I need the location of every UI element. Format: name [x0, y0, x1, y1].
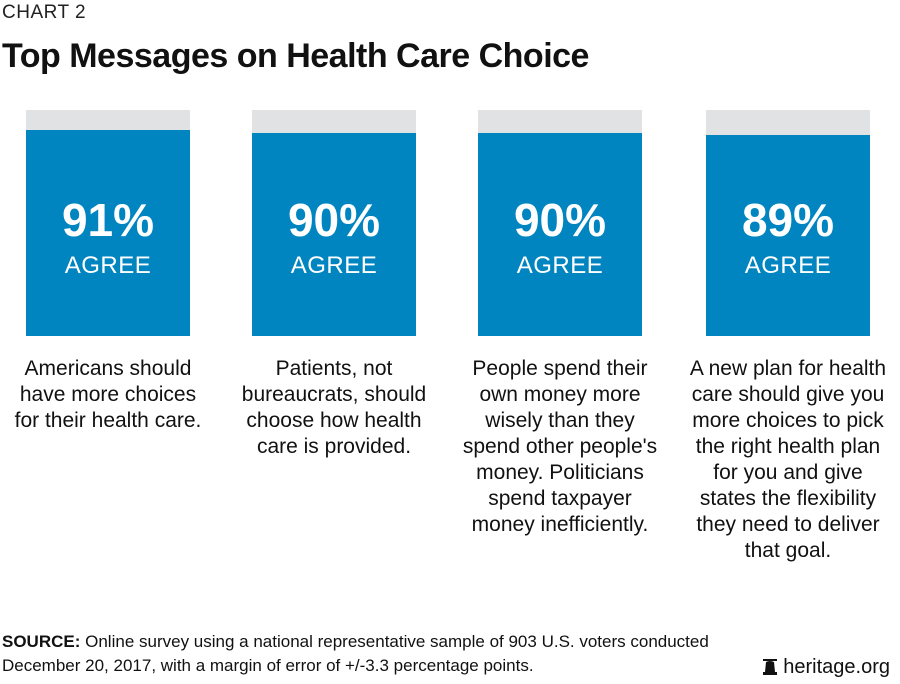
bell-icon	[763, 659, 778, 675]
bar-column: 90% AGREE People spend their own money m…	[463, 110, 657, 536]
category-label: People spend their own money more wisely…	[462, 357, 658, 536]
bar	[706, 134, 870, 336]
category-label: A new plan for health care should give y…	[689, 357, 887, 562]
bar-track: 90% AGREE People spend their own money m…	[463, 110, 657, 536]
agree-label: AGREE	[744, 252, 832, 279]
bar-track: 90% AGREE Patients, not bureaucrats, sho…	[242, 110, 426, 458]
agree-label: AGREE	[516, 252, 604, 279]
category-label: Patients, not bureaucrats, should choose…	[241, 357, 427, 458]
source-note: SOURCE: Online survey using a national r…	[2, 630, 737, 678]
bar-column: 91% AGREE Americans should have more cho…	[15, 110, 201, 432]
source-label: SOURCE:	[2, 632, 81, 651]
brand: heritage.org	[763, 655, 890, 679]
category-label: Americans should have more choices for t…	[14, 357, 202, 432]
bar-track: 89% AGREE A new plan for health care sho…	[690, 110, 886, 562]
brand-text: heritage.org	[783, 656, 890, 678]
agree-label: AGREE	[290, 252, 378, 279]
bar	[26, 130, 190, 336]
bar	[478, 132, 642, 336]
bar-track: 91% AGREE Americans should have more cho…	[15, 110, 201, 432]
bar-column: 90% AGREE Patients, not bureaucrats, sho…	[242, 110, 426, 458]
bar	[252, 132, 416, 336]
chart-label: CHART 2	[2, 2, 87, 23]
agree-label: AGREE	[64, 252, 152, 279]
value-label: 91%	[61, 194, 155, 246]
value-label: 90%	[513, 194, 607, 246]
value-label: 89%	[741, 194, 835, 246]
value-label: 90%	[287, 194, 381, 246]
chart-title: Top Messages on Health Care Choice	[2, 37, 589, 75]
bar-column: 89% AGREE A new plan for health care sho…	[690, 110, 886, 562]
source-text: Online survey using a national represent…	[2, 632, 709, 675]
